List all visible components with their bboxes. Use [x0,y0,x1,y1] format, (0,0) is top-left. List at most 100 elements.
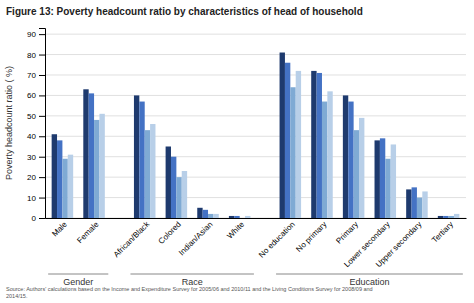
source-note: 2014/15. [6,293,28,299]
bar [134,95,139,218]
tick-mark [39,177,45,178]
bar [83,89,88,218]
tick-label: Male [50,219,69,238]
tick: 30 [27,153,45,162]
bar [375,140,380,218]
tick: Indian/Asian [177,220,214,257]
tick: White [225,219,246,240]
grid-line [45,95,466,96]
bar [176,177,181,218]
bar [229,216,234,218]
grid-line [45,177,466,178]
tick-mark [39,55,45,56]
bar [89,93,94,218]
bar [454,214,459,218]
bar [240,218,245,219]
bar [422,191,427,218]
bar [245,216,250,218]
bar [317,73,322,218]
bar [145,130,150,218]
tick-mark [39,34,45,35]
bar [213,214,218,218]
tick-mark [39,116,45,117]
bar [139,102,144,218]
tick-mark [39,95,45,96]
tick-label: 50 [27,112,36,121]
grid [45,34,466,218]
tick-label: 80 [27,51,36,60]
tick-mark [39,136,45,137]
tick-label: 0 [32,214,37,223]
series [57,63,449,218]
tick: African/Black [112,219,152,259]
grid-line [45,74,466,75]
bar [150,124,155,218]
plot: 0 10 20 30 40 50 60 70 80 90 Male Female African/Bla… [27,29,466,288]
bar [443,216,448,218]
tick-label: 10 [27,194,36,203]
tick: Male [50,219,69,238]
group-bracket [130,274,253,275]
tick: 80 [27,51,45,60]
tick: Female [75,219,101,245]
y-axis: 0 10 20 30 40 50 60 70 80 90 [27,29,45,224]
series [52,53,444,218]
tick-label: Female [75,219,101,245]
tick: Colored [157,220,183,246]
tick-label: 30 [27,153,36,162]
grid-line [45,197,466,198]
grid-line [45,218,466,219]
tick-label: Primary [334,220,360,246]
tick-label: African/Black [112,219,152,259]
grid-line [45,136,466,137]
group-bracket [48,274,108,275]
series [62,87,454,218]
bar [322,102,327,218]
x-axis: Male Female African/BlackColoredIndian/Asi… [46,219,467,270]
bar [197,208,202,218]
tick-label: Upper secondary [374,220,423,269]
tick: Primary [334,220,360,246]
axis-line [46,218,467,219]
bar [380,138,385,218]
tick-label: Indian/Asian [177,220,214,257]
bar [406,189,411,218]
bar [385,159,390,218]
bar [285,63,290,218]
bar [290,87,295,218]
title: Figure 13: Poverty headcount ratio by ch… [6,6,363,17]
bar [208,214,213,218]
tick: 70 [27,71,45,80]
bar [348,102,353,218]
tick: 50 [27,112,45,121]
grid-line [45,54,466,55]
tick: 40 [27,132,45,141]
series [68,71,460,218]
bar [391,144,396,218]
tick: No primary [294,220,328,254]
bar [182,171,187,218]
tick-label: Tertiary [430,220,455,245]
tick: 90 [27,30,45,39]
bar [57,140,62,218]
bar [343,95,348,218]
tick-label: 20 [27,173,36,182]
tick-mark [39,75,45,76]
bar [280,53,285,218]
tick: 0 [32,214,45,223]
group-bracket [276,274,463,275]
source-note: Source: Authors' calculations based on t… [6,286,373,292]
bar [62,159,67,218]
bar [449,216,454,218]
tick: 60 [27,91,45,100]
grid-line [45,156,466,157]
tick: No education [257,220,297,260]
tick-label: No education [257,220,297,260]
grid-line [45,115,466,116]
axis-line [39,29,46,219]
bar [327,91,332,218]
bar [68,155,73,218]
tick-mark [39,218,45,219]
bar [311,71,316,218]
bar [438,216,443,218]
